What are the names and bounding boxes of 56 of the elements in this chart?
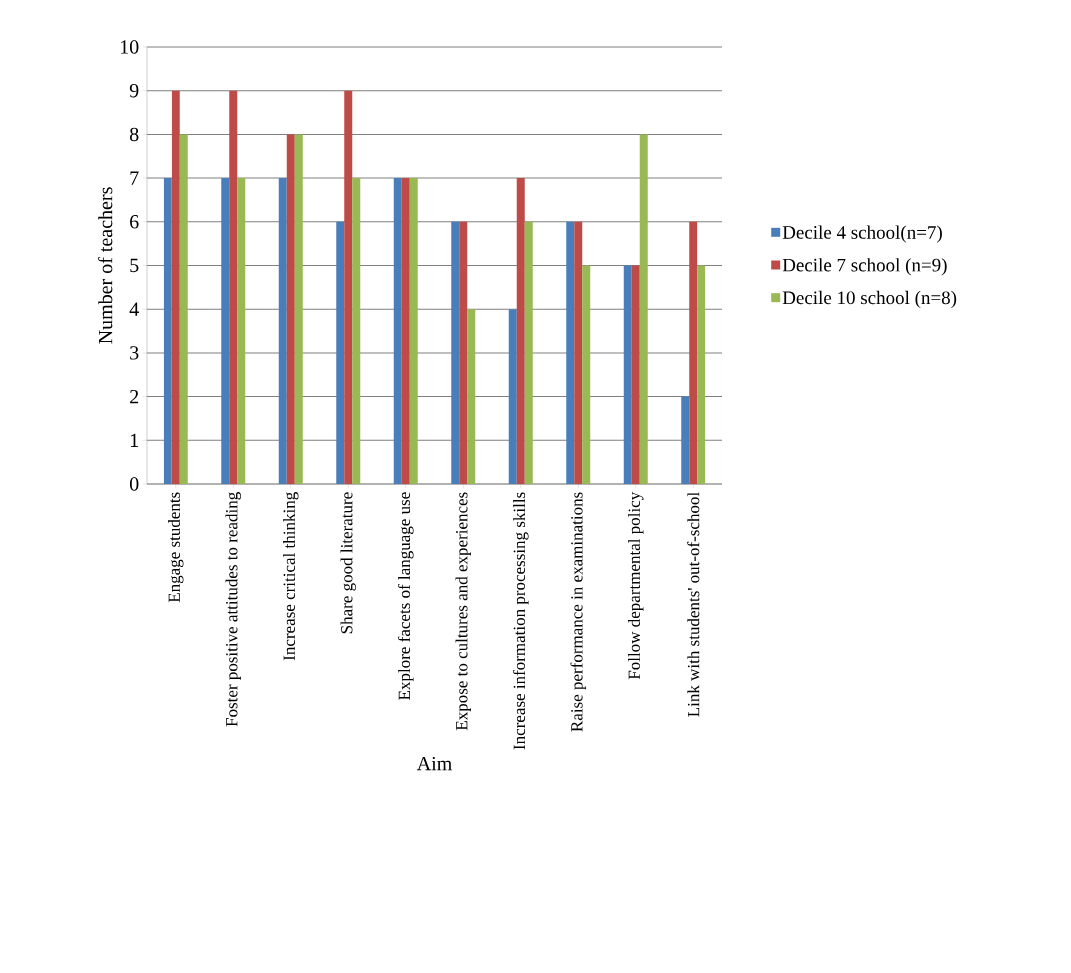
bar	[566, 221, 575, 484]
bar	[221, 178, 230, 484]
x-tick-label: Follow departmental policy	[628, 491, 644, 680]
bar	[459, 221, 468, 484]
bar	[582, 265, 591, 484]
y-tick-label: 3	[130, 346, 139, 360]
x-tick-label: Explore facets of language use	[397, 492, 414, 700]
bar	[401, 178, 410, 484]
x-tick-label: Increase information processing skills	[512, 492, 529, 750]
x-axis-title: Aim	[416, 756, 452, 771]
bar	[393, 178, 402, 484]
bar	[639, 134, 648, 484]
bar	[163, 178, 172, 484]
x-tick-label: Raise performance in examinations	[570, 492, 587, 732]
y-tick-label: 8	[129, 127, 139, 142]
y-tick-label: 9	[129, 83, 139, 98]
legend-label: Decile 4 school(n=7)	[782, 225, 942, 243]
bar	[352, 178, 361, 484]
bar	[516, 178, 525, 484]
legend-label: Decile 10 school (n=8)	[782, 290, 957, 309]
y-tick-label: 7	[130, 171, 139, 185]
bar	[623, 265, 632, 484]
y-tick-label: 10	[120, 40, 139, 54]
bar	[171, 90, 180, 484]
y-axis-title: Number of teachers	[98, 187, 113, 344]
bar	[409, 178, 418, 484]
x-tick-label: Foster positive attitudes to reading	[225, 492, 241, 727]
bar	[179, 134, 188, 484]
legend-label: Decile 7 school (n=9)	[782, 258, 947, 276]
y-tick-label: 4	[129, 302, 139, 316]
y-tick-label: 2	[130, 389, 139, 404]
bar	[697, 265, 706, 484]
x-tick-label: Expose to cultures and experiences	[455, 492, 471, 731]
bar	[681, 396, 690, 484]
bar	[344, 90, 353, 484]
bar	[508, 309, 517, 484]
bar	[467, 309, 476, 484]
bar	[229, 90, 238, 484]
y-tick-label: 6	[130, 215, 139, 229]
y-tick-label: 0	[129, 477, 139, 491]
x-tick-label: Increase critical thinking	[283, 492, 299, 661]
bar	[286, 134, 295, 484]
bar	[294, 134, 303, 484]
y-tick-label: 5	[130, 258, 139, 273]
bar	[278, 178, 287, 484]
bar	[631, 265, 640, 484]
bar	[451, 221, 460, 484]
y-tick-label: 1	[130, 433, 138, 447]
bar	[336, 221, 345, 484]
bar	[689, 221, 698, 484]
x-tick-label: Share good literature	[340, 492, 356, 634]
x-tick-label: Engage students	[168, 492, 184, 603]
x-tick-label: Link with students' out-of-school	[687, 492, 700, 717]
bar	[574, 221, 583, 484]
bar	[237, 178, 246, 484]
bar	[524, 221, 533, 484]
